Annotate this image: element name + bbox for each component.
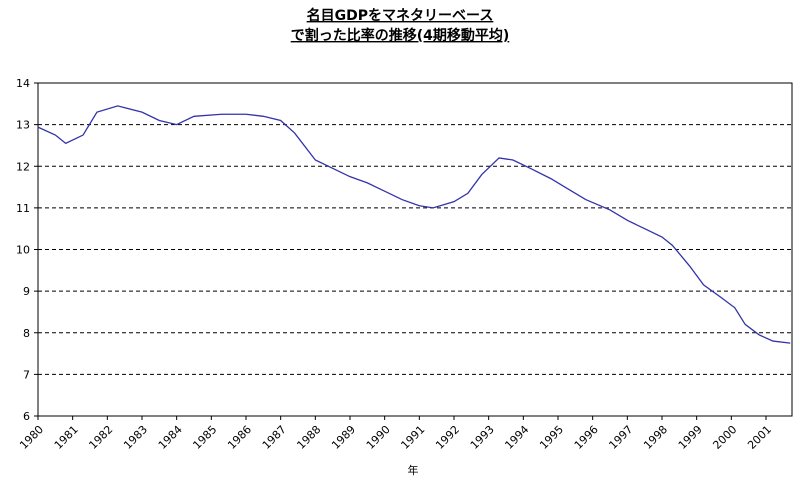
- x-tick-label: 1993: [468, 423, 497, 452]
- x-tick-label: 1980: [17, 423, 46, 452]
- x-tick-label: 1998: [641, 423, 670, 452]
- line-series: [37, 105, 791, 344]
- x-tick-label: 1988: [294, 423, 323, 452]
- x-tick-label: 1997: [606, 423, 635, 452]
- x-tick-label: 1990: [364, 423, 393, 452]
- chart-title: 名目GDPをマネタリーベース: [307, 7, 494, 24]
- plot-area: [37, 82, 793, 417]
- x-tick-label: 1996: [572, 423, 601, 452]
- x-tick-label: 2000: [710, 423, 739, 452]
- x-tick-label: 1985: [190, 423, 219, 452]
- x-axis-label: 年: [408, 463, 419, 477]
- x-tick-label: 2001: [745, 423, 774, 452]
- y-tick-label: 6: [23, 410, 30, 423]
- x-tick-label: 1994: [502, 423, 531, 452]
- x-tick-label: 1986: [225, 423, 254, 452]
- y-tick-label: 12: [16, 160, 30, 173]
- x-tick-label: 1981: [52, 423, 81, 452]
- x-tick-label: 1983: [121, 423, 150, 452]
- chart-title: で割った比率の推移(4期移動平均): [291, 27, 510, 44]
- y-tick-label: 14: [16, 77, 30, 90]
- x-tick-label: 1984: [156, 423, 185, 452]
- y-tick-label: 9: [23, 285, 30, 298]
- x-tick-label: 1982: [86, 423, 115, 452]
- x-tick-label: 1991: [398, 423, 427, 452]
- y-tick-label: 13: [16, 119, 30, 132]
- x-tick-label: 1999: [676, 423, 705, 452]
- y-tick-label: 11: [16, 202, 30, 215]
- x-tick-label: 1987: [260, 423, 289, 452]
- y-tick-label: 10: [16, 244, 30, 257]
- x-tick-label: 1989: [329, 423, 358, 452]
- y-tick-label: 7: [23, 368, 30, 381]
- x-tick-label: 1992: [433, 423, 462, 452]
- y-tick-label: 8: [23, 327, 30, 340]
- x-tick-label: 1995: [537, 423, 566, 452]
